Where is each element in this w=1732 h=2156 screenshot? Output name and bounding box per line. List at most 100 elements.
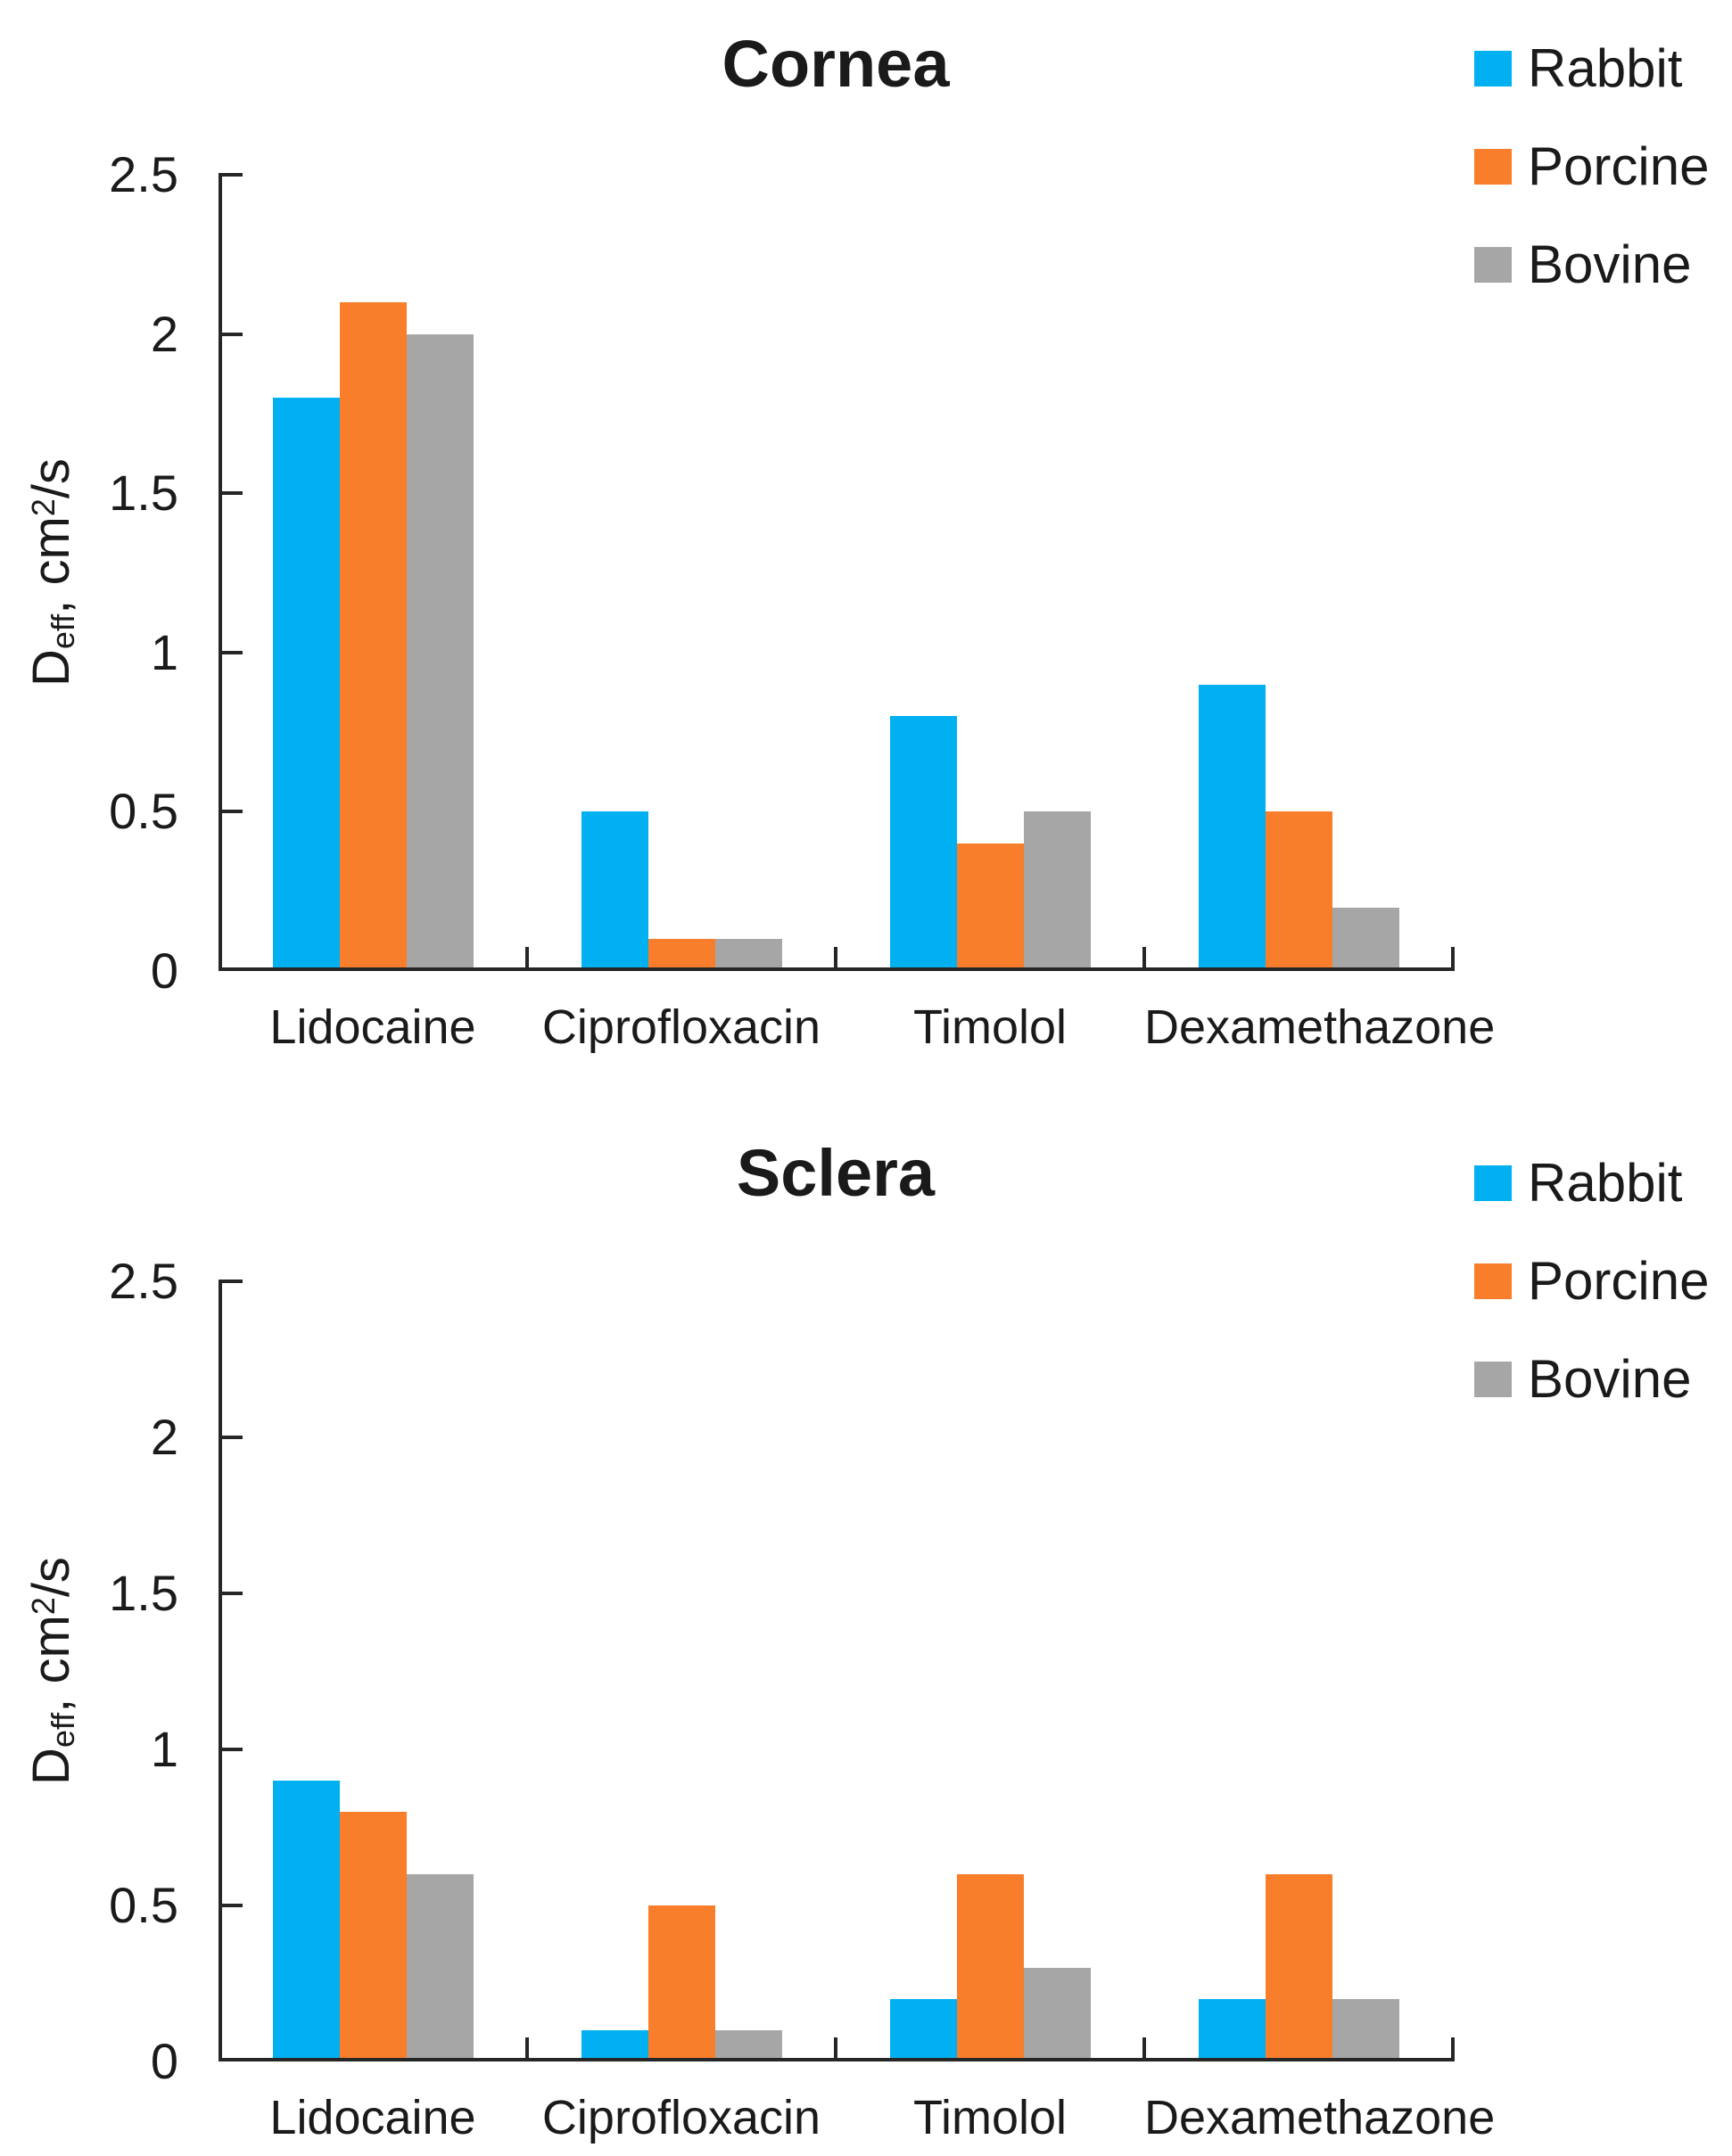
y-tick-label: 2: [150, 305, 178, 362]
y-axis-title: Deff, cm2/s: [21, 458, 82, 687]
y-tick-label: 0: [150, 2033, 178, 2089]
legend-item-bovine: Bovine: [1474, 1348, 1709, 1411]
x-category-label-lidocaine: Lidocaine: [269, 2091, 476, 2144]
bar-porcine-lidocaine: [339, 1812, 407, 2061]
y-axis-title-part: 2: [25, 498, 62, 517]
x-tick-mark: [1451, 947, 1455, 971]
legend-item-rabbit: Rabbit: [1474, 1152, 1709, 1214]
bar-bovine-ciprofloxacin: [714, 2030, 782, 2061]
y-axis-title: Deff, cm2/s: [21, 1557, 82, 1785]
bar-bovine-dexamethazone: [1332, 1999, 1399, 2061]
y-axis-title-part: D: [22, 1748, 81, 1785]
legend-item-rabbit: Rabbit: [1474, 37, 1709, 100]
legend: Rabbit Porcine Bovine: [1474, 1152, 1709, 1446]
legend-item-porcine: Porcine: [1474, 1250, 1709, 1313]
y-tick-mark: [219, 173, 243, 177]
y-tick-mark: [219, 810, 243, 814]
y-axis-title-part: , cm: [22, 516, 81, 614]
y-tick-label: 0.5: [109, 783, 178, 840]
x-category-label-ciprofloxacin: Ciprofloxacin: [541, 2091, 821, 2144]
bar-porcine-dexamethazone: [1265, 1874, 1332, 2061]
bar-porcine-timolol: [956, 843, 1024, 971]
y-tick-label: 1.5: [109, 465, 178, 522]
bar-rabbit-timolol: [889, 1999, 957, 2061]
y-axis-line: [219, 1281, 222, 2061]
bar-rabbit-ciprofloxacin: [581, 811, 648, 971]
y-axis-title-part: 2: [25, 1597, 62, 1616]
x-category-label-dexamethazone: Dexamethazone: [1144, 2091, 1496, 2144]
bar-bovine-ciprofloxacin: [714, 939, 782, 971]
bar-rabbit-timolol: [889, 716, 957, 971]
bar-bovine-timolol: [1023, 1968, 1091, 2061]
legend-item-bovine: Bovine: [1474, 234, 1709, 296]
plot-area: [219, 1280, 1455, 2061]
chart-title: Sclera: [736, 1136, 936, 1210]
x-category-label-dexamethazone: Dexamethazone: [1144, 1000, 1496, 1054]
bar-rabbit-ciprofloxacin: [581, 2030, 648, 2061]
legend-label: Bovine: [1528, 1349, 1692, 1409]
x-category-label-lidocaine: Lidocaine: [269, 1000, 476, 1054]
bar-bovine-lidocaine: [406, 333, 474, 971]
y-tick-mark: [219, 650, 243, 654]
y-tick-mark: [219, 1592, 243, 1595]
plot-area: [219, 173, 1455, 971]
y-tick-label: 0.5: [109, 1877, 178, 1933]
y-tick-label: 1: [150, 1721, 178, 1777]
bar-rabbit-dexamethazone: [1198, 684, 1266, 971]
y-axis-title-part: , cm: [22, 1615, 81, 1713]
y-tick-label: 1.5: [109, 1565, 178, 1621]
x-tick-mark: [525, 947, 529, 971]
bar-rabbit-dexamethazone: [1198, 1999, 1266, 2061]
x-tick-mark: [1451, 2037, 1455, 2061]
y-axis-title-part: /s: [22, 1557, 81, 1598]
x-category-label-timolol: Timolol: [912, 1000, 1068, 1054]
y-tick-label: 0: [150, 942, 178, 999]
y-axis-title-part: eff: [44, 613, 81, 650]
x-tick-mark: [834, 2037, 837, 2061]
legend-label: Rabbit: [1528, 1153, 1683, 1213]
y-tick-label: 2.5: [109, 146, 178, 202]
y-tick-mark: [219, 1748, 243, 1751]
bar-bovine-dexamethazone: [1332, 907, 1399, 971]
y-axis-line: [219, 175, 222, 971]
legend-swatch-porcine: [1474, 149, 1512, 185]
legend: Rabbit Porcine Bovine: [1474, 37, 1709, 332]
y-tick-label: 2.5: [109, 1253, 178, 1309]
x-category-label-ciprofloxacin: Ciprofloxacin: [541, 1000, 821, 1054]
legend-swatch-bovine: [1474, 247, 1512, 283]
legend-label: Bovine: [1528, 235, 1692, 294]
bar-bovine-lidocaine: [406, 1874, 474, 2061]
chart-title: Cornea: [722, 27, 950, 101]
x-tick-mark: [525, 2037, 529, 2061]
y-tick-mark: [219, 332, 243, 336]
bar-porcine-timolol: [956, 1874, 1024, 2061]
legend-item-porcine: Porcine: [1474, 136, 1709, 198]
bar-porcine-ciprofloxacin: [647, 1905, 715, 2061]
legend-label: Rabbit: [1528, 38, 1683, 98]
bar-rabbit-lidocaine: [272, 1781, 340, 2061]
legend-label: Porcine: [1528, 1251, 1710, 1311]
legend-swatch-porcine: [1474, 1263, 1512, 1299]
x-category-label-timolol: Timolol: [912, 2091, 1068, 2144]
y-axis-title-part: eff: [44, 1712, 81, 1749]
legend-swatch-rabbit: [1474, 51, 1512, 86]
x-tick-mark: [1142, 2037, 1146, 2061]
bar-rabbit-lidocaine: [272, 398, 340, 971]
bar-porcine-lidocaine: [339, 301, 407, 971]
y-tick-mark: [219, 491, 243, 496]
y-tick-mark: [219, 1280, 243, 1283]
y-tick-mark: [219, 1436, 243, 1439]
y-axis-title-part: D: [22, 649, 81, 687]
bar-porcine-dexamethazone: [1265, 811, 1332, 971]
x-tick-mark: [1142, 947, 1146, 971]
x-tick-mark: [834, 947, 837, 971]
legend-label: Porcine: [1528, 136, 1710, 196]
y-axis-title-part: /s: [22, 458, 81, 499]
legend-swatch-rabbit: [1474, 1165, 1512, 1201]
legend-swatch-bovine: [1474, 1362, 1512, 1397]
bar-porcine-ciprofloxacin: [647, 939, 715, 971]
y-tick-label: 2: [150, 1409, 178, 1465]
y-tick-mark: [219, 1904, 243, 1907]
bar-bovine-timolol: [1023, 811, 1091, 971]
